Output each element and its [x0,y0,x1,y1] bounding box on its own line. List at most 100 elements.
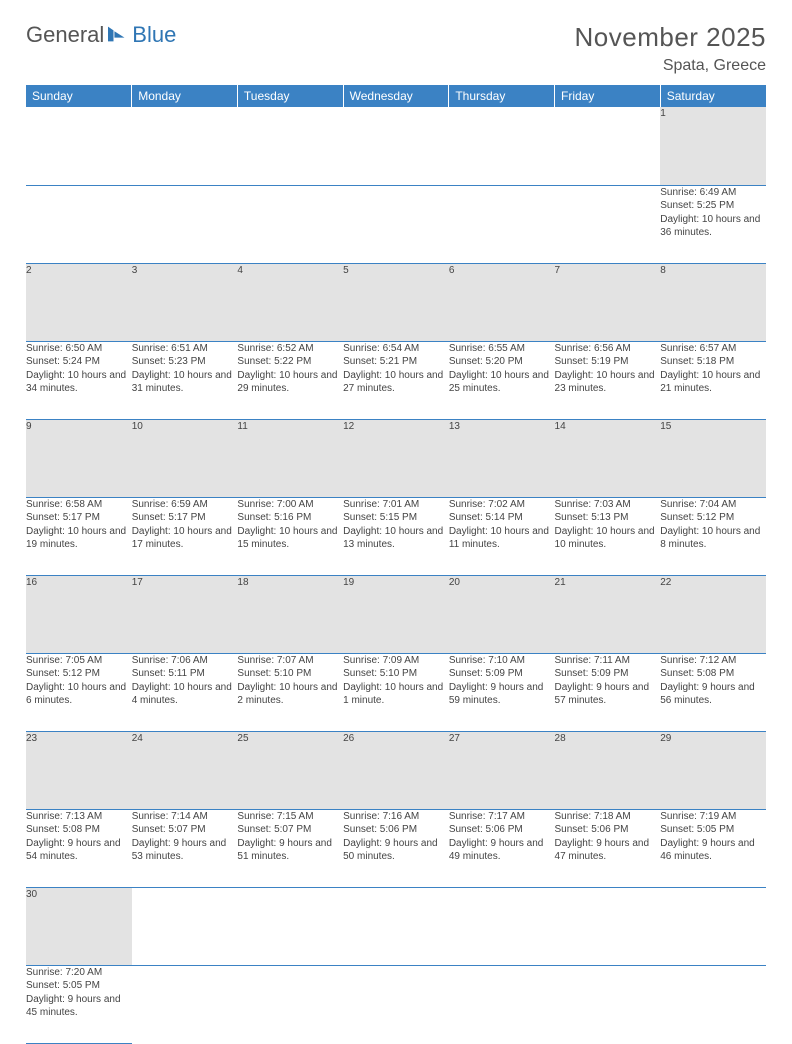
daylight-text: Daylight: 10 hours and 10 minutes. [555,525,661,552]
day-content-cell: Sunrise: 6:51 AMSunset: 5:23 PMDaylight:… [132,341,238,419]
day-number-cell: 12 [343,419,449,497]
sunrise-text: Sunrise: 6:58 AM [26,498,132,512]
daylight-text: Daylight: 10 hours and 4 minutes. [132,681,238,708]
day-content-cell [555,185,661,263]
sunrise-text: Sunrise: 6:51 AM [132,342,238,356]
weekday-header: Monday [132,85,238,107]
day-content-cell: Sunrise: 7:13 AMSunset: 5:08 PMDaylight:… [26,809,132,887]
day-content-cell: Sunrise: 6:49 AMSunset: 5:25 PMDaylight:… [660,185,766,263]
day-content-cell: Sunrise: 7:01 AMSunset: 5:15 PMDaylight:… [343,497,449,575]
daylight-text: Daylight: 9 hours and 53 minutes. [132,837,238,864]
sunrise-text: Sunrise: 7:11 AM [555,654,661,668]
day-content-cell [132,965,238,1043]
day-number-cell: 22 [660,575,766,653]
sunrise-text: Sunrise: 6:59 AM [132,498,238,512]
day-content-cell: Sunrise: 7:17 AMSunset: 5:06 PMDaylight:… [449,809,555,887]
month-title: November 2025 [575,22,767,53]
sunrise-text: Sunrise: 7:01 AM [343,498,449,512]
weekday-header: Thursday [449,85,555,107]
sunset-text: Sunset: 5:13 PM [555,511,661,525]
day-number-cell: 10 [132,419,238,497]
daylight-text: Daylight: 10 hours and 13 minutes. [343,525,449,552]
day-number-cell [343,107,449,185]
day-number-cell: 5 [343,263,449,341]
day-number-cell: 16 [26,575,132,653]
weekday-header: Friday [555,85,661,107]
day-content-cell: Sunrise: 7:12 AMSunset: 5:08 PMDaylight:… [660,653,766,731]
sunset-text: Sunset: 5:10 PM [343,667,449,681]
day-content-cell [132,185,238,263]
day-content-cell: Sunrise: 7:05 AMSunset: 5:12 PMDaylight:… [26,653,132,731]
sunrise-text: Sunrise: 7:15 AM [237,810,343,824]
day-content-cell: Sunrise: 7:20 AMSunset: 5:05 PMDaylight:… [26,965,132,1043]
sunset-text: Sunset: 5:15 PM [343,511,449,525]
day-content-cell: Sunrise: 7:14 AMSunset: 5:07 PMDaylight:… [132,809,238,887]
title-block: November 2025 Spata, Greece [575,22,767,75]
sunrise-text: Sunrise: 7:18 AM [555,810,661,824]
day-content-cell [26,185,132,263]
sunrise-text: Sunrise: 6:57 AM [660,342,766,356]
sunrise-text: Sunrise: 7:03 AM [555,498,661,512]
day-number-cell: 15 [660,419,766,497]
daylight-text: Daylight: 9 hours and 45 minutes. [26,993,132,1020]
day-number-cell: 27 [449,731,555,809]
sunset-text: Sunset: 5:12 PM [660,511,766,525]
daylight-text: Daylight: 9 hours and 50 minutes. [343,837,449,864]
day-content-cell [343,185,449,263]
daylight-text: Daylight: 9 hours and 51 minutes. [237,837,343,864]
day-content-cell [237,965,343,1043]
sunrise-text: Sunrise: 7:05 AM [26,654,132,668]
calendar-header-row: SundayMondayTuesdayWednesdayThursdayFrid… [26,85,766,107]
day-content-cell [660,965,766,1043]
sunrise-text: Sunrise: 7:09 AM [343,654,449,668]
day-number-cell: 24 [132,731,238,809]
daylight-text: Daylight: 10 hours and 15 minutes. [237,525,343,552]
sunset-text: Sunset: 5:06 PM [555,823,661,837]
sunrise-text: Sunrise: 7:00 AM [237,498,343,512]
day-content-cell: Sunrise: 6:57 AMSunset: 5:18 PMDaylight:… [660,341,766,419]
sunrise-text: Sunrise: 7:07 AM [237,654,343,668]
sunset-text: Sunset: 5:23 PM [132,355,238,369]
sunset-text: Sunset: 5:11 PM [132,667,238,681]
daylight-text: Daylight: 10 hours and 17 minutes. [132,525,238,552]
sunrise-text: Sunrise: 7:14 AM [132,810,238,824]
day-number-cell [660,887,766,965]
day-number-cell: 9 [26,419,132,497]
day-content-cell [237,185,343,263]
daylight-text: Daylight: 10 hours and 6 minutes. [26,681,132,708]
day-content-cell: Sunrise: 7:00 AMSunset: 5:16 PMDaylight:… [237,497,343,575]
sunrise-text: Sunrise: 6:55 AM [449,342,555,356]
daylight-text: Daylight: 9 hours and 47 minutes. [555,837,661,864]
daylight-text: Daylight: 9 hours and 46 minutes. [660,837,766,864]
day-number-cell: 3 [132,263,238,341]
sunset-text: Sunset: 5:08 PM [660,667,766,681]
weekday-header: Sunday [26,85,132,107]
sunset-text: Sunset: 5:12 PM [26,667,132,681]
daylight-text: Daylight: 10 hours and 36 minutes. [660,213,766,240]
daylight-text: Daylight: 9 hours and 54 minutes. [26,837,132,864]
sunset-text: Sunset: 5:09 PM [449,667,555,681]
day-number-cell [555,887,661,965]
day-number-cell: 29 [660,731,766,809]
daylight-text: Daylight: 9 hours and 59 minutes. [449,681,555,708]
day-number-cell: 6 [449,263,555,341]
sunset-text: Sunset: 5:14 PM [449,511,555,525]
daylight-text: Daylight: 10 hours and 11 minutes. [449,525,555,552]
day-number-cell [343,887,449,965]
sunset-text: Sunset: 5:05 PM [26,979,132,993]
day-number-cell: 2 [26,263,132,341]
sunset-text: Sunset: 5:07 PM [132,823,238,837]
sunrise-text: Sunrise: 7:13 AM [26,810,132,824]
day-content-cell [449,185,555,263]
weekday-header: Tuesday [237,85,343,107]
day-number-cell: 8 [660,263,766,341]
day-number-cell: 28 [555,731,661,809]
day-number-cell [555,107,661,185]
sunset-text: Sunset: 5:06 PM [343,823,449,837]
logo-text-blue: Blue [132,22,176,48]
sunrise-text: Sunrise: 6:56 AM [555,342,661,356]
sunrise-text: Sunrise: 7:10 AM [449,654,555,668]
calendar-table: SundayMondayTuesdayWednesdayThursdayFrid… [26,85,766,1044]
day-content-cell: Sunrise: 7:06 AMSunset: 5:11 PMDaylight:… [132,653,238,731]
day-content-cell: Sunrise: 6:59 AMSunset: 5:17 PMDaylight:… [132,497,238,575]
